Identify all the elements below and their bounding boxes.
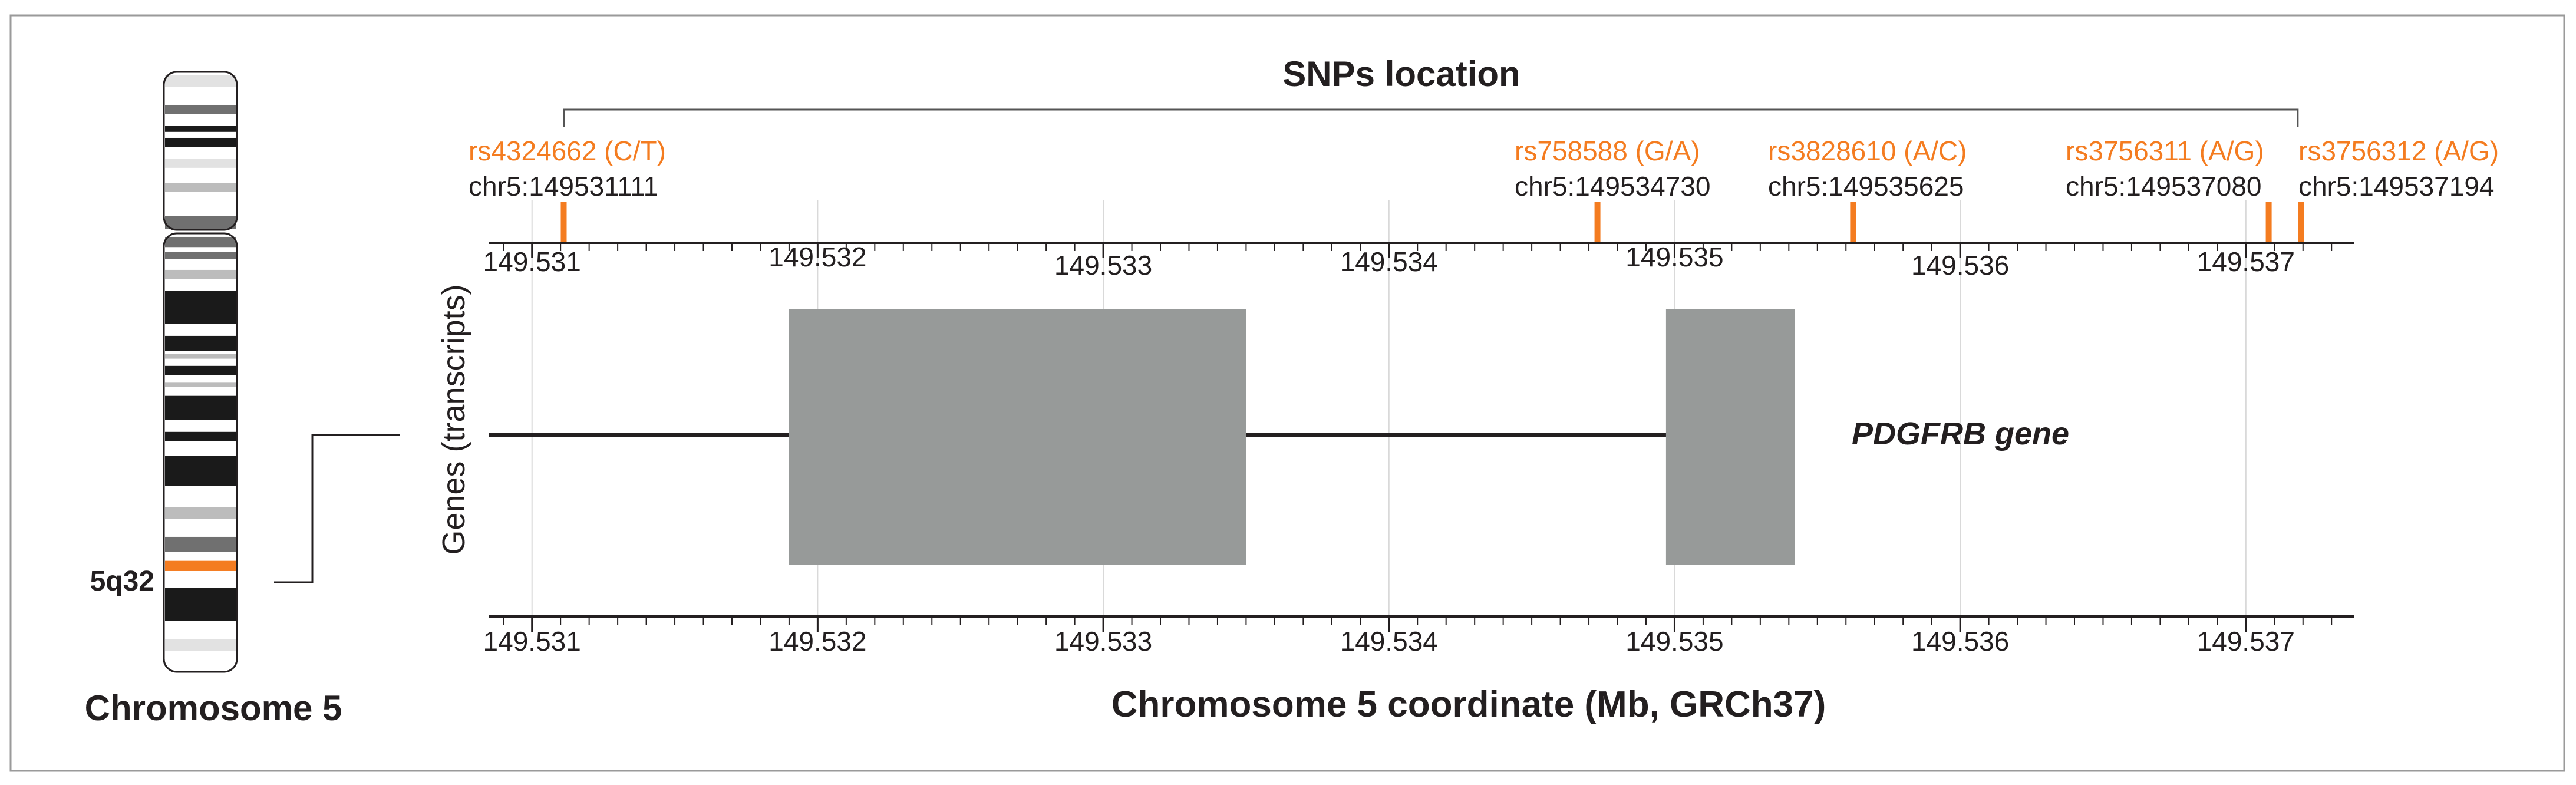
snp-markers: rs4324662 (C/T) chr5:149531111 rs758588 (G…	[469, 136, 2499, 243]
chromosome-band	[165, 365, 236, 375]
chromosome-label: Chromosome 5	[85, 688, 342, 728]
chromosome-bands	[165, 75, 236, 651]
chromosome-band	[165, 159, 236, 168]
chromosome-band	[165, 507, 236, 519]
chromosome-band	[165, 252, 236, 259]
chromosome-band	[165, 75, 236, 87]
chromosome-band	[165, 536, 236, 552]
tick-label: 149.537	[2197, 246, 2295, 277]
chromosome-band	[165, 291, 236, 324]
chromosome-band	[165, 104, 236, 114]
tick-label: 149.534	[1340, 246, 1438, 277]
snp-panel-title: SNPs location	[1282, 54, 1520, 94]
chromosome-band	[165, 560, 236, 571]
snp-coordinate-label: chr5:149537080	[2066, 171, 2262, 202]
snp-coordinate-label: chr5:149535625	[1768, 171, 1964, 202]
snp-marker	[2298, 202, 2304, 243]
snp-marker	[560, 202, 567, 243]
y-axis-label: Genes (transcripts)	[436, 284, 471, 555]
snp-marker	[2265, 202, 2272, 243]
snp-coordinate-label: chr5:149531111	[469, 171, 658, 202]
band-connector-line	[274, 434, 400, 583]
snp-marker	[1594, 202, 1601, 243]
chromosome-ideogram	[163, 71, 238, 673]
snp-id-label: rs3828610 (A/C)	[1768, 136, 1967, 166]
chromosome-band	[165, 216, 236, 229]
gene-label: PDGFRB gene	[1852, 416, 2069, 451]
tick-label: 149.531	[483, 246, 581, 277]
snp-coordinate-label: chr5:149537194	[2298, 171, 2495, 202]
snp-id-label: rs3756311 (A/G)	[2066, 136, 2264, 166]
snp-marker	[1850, 202, 1856, 243]
chromosome-band	[165, 183, 236, 192]
chromosome-band	[165, 335, 236, 351]
chromosome-band	[165, 269, 236, 279]
exon-block	[789, 309, 1246, 565]
chromosome-band	[165, 395, 236, 420]
tick-label: 149.536	[1911, 250, 2009, 281]
band-label: 5q32	[90, 566, 154, 597]
tick-label: 149.531	[483, 626, 581, 657]
chromosome-p-arm-outline	[163, 71, 238, 231]
chromosome-band	[165, 588, 236, 621]
snp-id-label: rs3756312 (A/G)	[2298, 136, 2499, 166]
chromosome-q-arm-outline	[163, 232, 238, 673]
exon-block	[1665, 309, 1795, 565]
tick-label: 149.535	[1625, 626, 1723, 657]
chromosome-band	[165, 354, 236, 359]
tick-label: 149.533	[1054, 626, 1152, 657]
chromosome-band	[165, 236, 236, 248]
bottom-axis-ticks: 149.531 149.532 149.533 149.534 149.535 149.5…	[483, 616, 2333, 657]
chromosome-band	[165, 431, 236, 441]
tick-label: 149.536	[1911, 626, 2009, 657]
chromosome-band	[165, 126, 236, 132]
figure-frame	[9, 14, 2565, 772]
tick-label: 149.535	[1625, 242, 1723, 272]
snp-id-label: rs4324662 (C/T)	[469, 136, 666, 166]
snp-coordinate-label: chr5:149534730	[1515, 171, 1711, 202]
tick-label: 149.534	[1340, 626, 1438, 657]
tick-label: 149.537	[2197, 626, 2295, 657]
x-axis-label: Chromosome 5 coordinate (Mb, GRCh37)	[1111, 684, 1826, 725]
snp-title-bracket	[563, 108, 2299, 127]
tick-label: 149.533	[1054, 250, 1152, 281]
chromosome-band	[165, 639, 236, 651]
gene-model	[489, 309, 1795, 565]
top-axis-ticks: 149.531 149.532 149.533 149.534 149.535 149.5…	[483, 242, 2333, 281]
tick-label: 149.532	[768, 242, 866, 272]
chromosome-band	[165, 382, 236, 387]
snp-id-label: rs758588 (G/A)	[1515, 136, 1700, 166]
chromosome-band	[165, 456, 236, 486]
tick-label: 149.532	[768, 626, 866, 657]
chromosome-band	[165, 137, 236, 147]
